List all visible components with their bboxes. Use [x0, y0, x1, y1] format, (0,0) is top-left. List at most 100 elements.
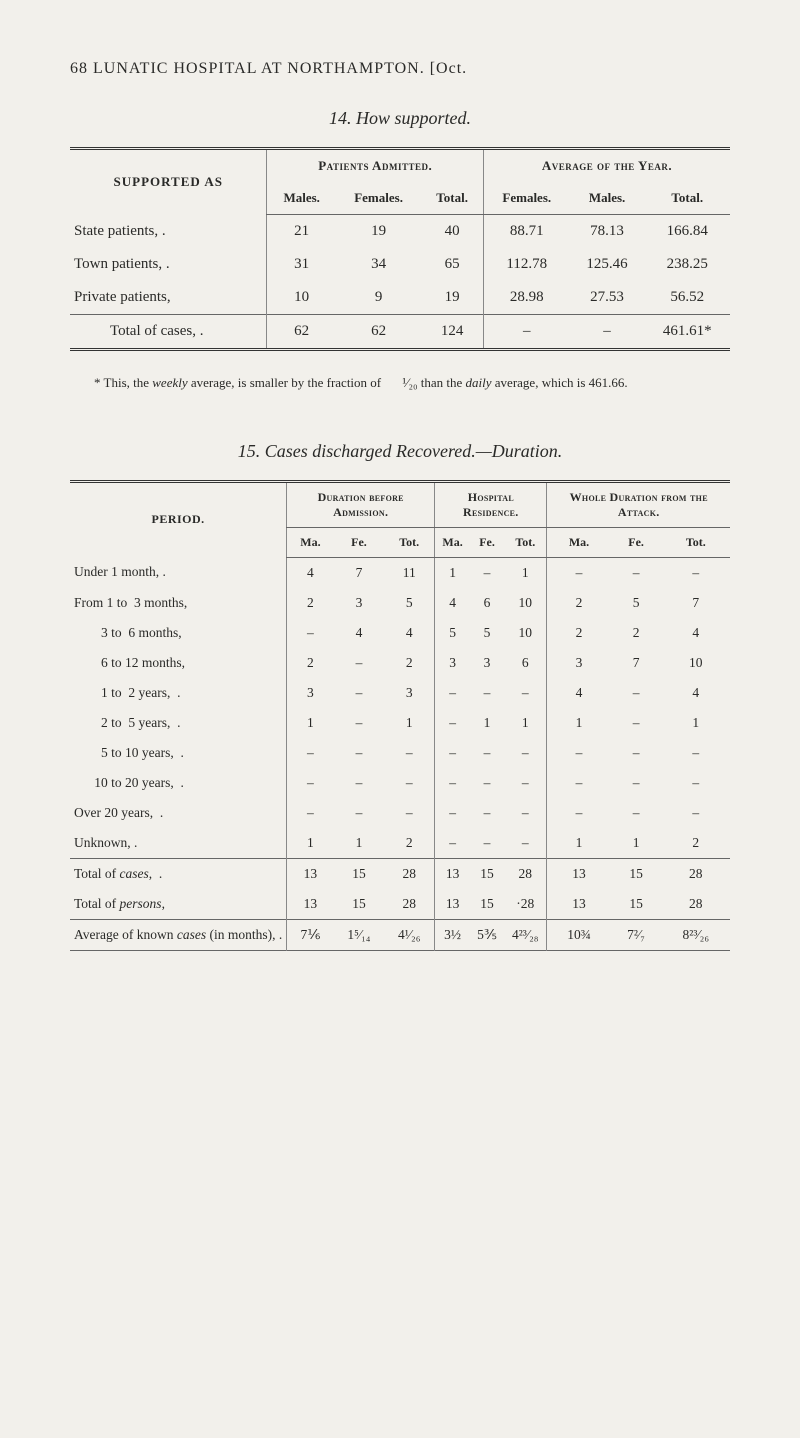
cell: – [435, 678, 470, 708]
row-stub: Total of cases, . [70, 858, 287, 889]
cell: – [611, 768, 662, 798]
cell: – [470, 678, 504, 708]
t2-group-duration: Duration before Admission. [287, 481, 435, 527]
cell: 28.98 [483, 281, 569, 315]
cell: – [384, 768, 434, 798]
running-head: 68 LUNATIC HOSPITAL AT NORTHAMPTON. [Oct… [70, 60, 730, 78]
t1-col-av-total: Total. [645, 182, 731, 215]
cell: 28 [384, 858, 434, 889]
cell: 5⅗ [470, 919, 504, 950]
row-stub: 5 to 10 years, . [70, 738, 287, 768]
cell: 4 [662, 618, 730, 648]
cell: 3 [334, 588, 385, 618]
t1-stub-head: SUPPORTED AS [70, 149, 267, 215]
t2-col: Ma. [547, 527, 611, 557]
t1-col-males: Males. [267, 182, 336, 215]
cell: 4¹⁄₂₆ [384, 919, 434, 950]
cell: – [547, 738, 611, 768]
cell: 2 [384, 648, 434, 678]
cell: 1 [611, 828, 662, 859]
row-stub: 3 to 6 months, [70, 618, 287, 648]
cell: 13 [287, 889, 334, 920]
table-row: 6 to 12 months,2–23363710 [70, 648, 730, 678]
cell: 2 [384, 828, 434, 859]
table-row: 2 to 5 years, .1–1–111–1 [70, 708, 730, 738]
footnote-14: * This, the weekly average, is smaller b… [76, 373, 724, 393]
cell: 1⁵⁄₁₄ [334, 919, 385, 950]
fn-frac: ¹⁄₂₀ [384, 373, 417, 393]
t1-col-females: Females. [336, 182, 421, 215]
cell: 1 [287, 708, 334, 738]
cell: – [504, 828, 547, 859]
t2-col: Tot. [662, 527, 730, 557]
cell: 31 [267, 248, 336, 281]
cell: 4 [547, 678, 611, 708]
table-row-total: Total of cases, . 62 62 124 – – 461.61* [70, 315, 730, 350]
cell: 34 [336, 248, 421, 281]
cell: 125.46 [570, 248, 645, 281]
t2-col: Tot. [384, 527, 434, 557]
t2-col: Tot. [504, 527, 547, 557]
cell: 7 [611, 648, 662, 678]
cell: 65 [421, 248, 483, 281]
cell: – [611, 798, 662, 828]
t2-stub-head: PERIOD. [70, 481, 287, 557]
cell: 88.71 [483, 215, 569, 249]
fn-weekly: weekly [152, 375, 187, 390]
cell: 15 [470, 858, 504, 889]
table-row: 1 to 2 years, .3–3–––4–4 [70, 678, 730, 708]
cell: 1 [662, 708, 730, 738]
cell: – [504, 798, 547, 828]
t2-col: Fe. [611, 527, 662, 557]
cell: 5 [611, 588, 662, 618]
cell: 3 [547, 648, 611, 678]
cell: 6 [470, 588, 504, 618]
table-row: Average of known cases (in months), .7⅙1… [70, 919, 730, 950]
cell: 4 [662, 678, 730, 708]
cell: 4 [435, 588, 470, 618]
cell: 28 [384, 889, 434, 920]
cell: 15 [611, 858, 662, 889]
cell: 238.25 [645, 248, 731, 281]
section-14-title: 14. How supported. [70, 108, 730, 129]
cell: 461.61* [645, 315, 731, 350]
cell: 1 [547, 828, 611, 859]
cell: 4²³⁄₂₈ [504, 919, 547, 950]
cell: ·28 [504, 889, 547, 920]
cell: 1 [287, 828, 334, 859]
t1-group-average: Average of the Year. [483, 149, 730, 183]
section-15-title: 15. Cases discharged Recovered.—Duration… [70, 441, 730, 462]
cell: 15 [334, 889, 385, 920]
t2-col: Fe. [334, 527, 385, 557]
fn-text: than the [418, 375, 466, 390]
page: 68 LUNATIC HOSPITAL AT NORTHAMPTON. [Oct… [0, 0, 800, 1438]
cell: – [662, 738, 730, 768]
cell: 19 [336, 215, 421, 249]
cell: 3 [435, 648, 470, 678]
cell: 21 [267, 215, 336, 249]
t1-col-av-males: Males. [570, 182, 645, 215]
cell: – [504, 738, 547, 768]
row-stub: Private patients, [70, 281, 267, 315]
t2-col: Ma. [435, 527, 470, 557]
cell: 62 [267, 315, 336, 350]
cell: 10 [267, 281, 336, 315]
fn-text: * This, the [94, 375, 152, 390]
fn-daily: daily [466, 375, 492, 390]
row-stub: From 1 to 3 months, [70, 588, 287, 618]
cell: 7 [334, 557, 385, 588]
row-stub: State patients, . [70, 215, 267, 249]
row-stub: Over 20 years, . [70, 798, 287, 828]
cell: 2 [611, 618, 662, 648]
cell: 15 [611, 889, 662, 920]
cell: – [334, 798, 385, 828]
cell: 78.13 [570, 215, 645, 249]
cell: 2 [287, 648, 334, 678]
cell: – [287, 738, 334, 768]
cell: 7⅙ [287, 919, 334, 950]
cell: – [287, 798, 334, 828]
cell: – [435, 768, 470, 798]
cell: 1 [470, 708, 504, 738]
cell: 15 [470, 889, 504, 920]
cell: 8²³⁄₂₆ [662, 919, 730, 950]
